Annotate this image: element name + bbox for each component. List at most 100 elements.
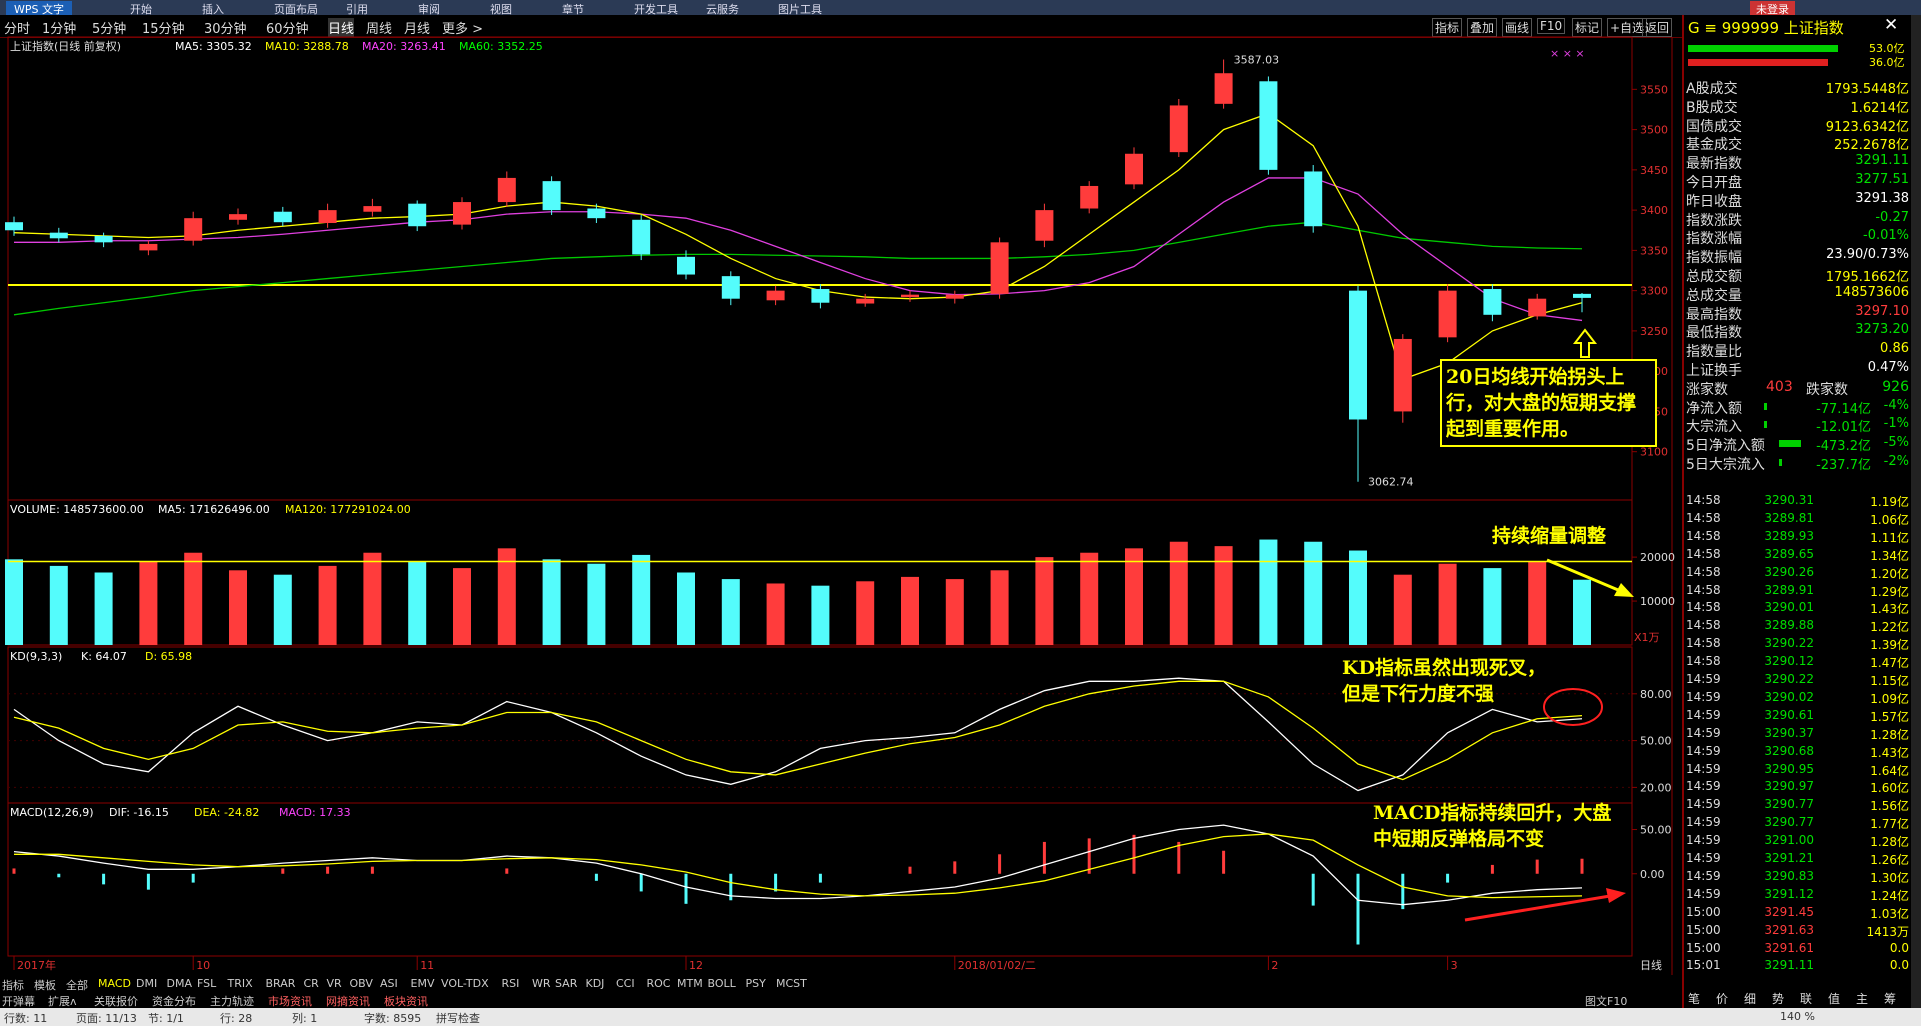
indicator-tab[interactable]: FSL <box>197 977 217 990</box>
quote-value: 3277.51 <box>1855 172 1909 187</box>
period-button[interactable]: 15分钟 <box>142 22 185 37</box>
indicator-tab[interactable]: MACD <box>98 977 131 990</box>
menu-item[interactable]: 审阅 <box>418 3 440 16</box>
indicator-tab[interactable]: TRIX <box>227 977 253 990</box>
period-button[interactable]: 更多 > <box>442 22 484 37</box>
menu-item[interactable]: 视图 <box>490 3 512 16</box>
period-button[interactable]: 周线 <box>366 22 393 37</box>
trade-volume: 1.28亿 <box>1870 835 1909 850</box>
trade-time: 14:59 <box>1686 743 1721 758</box>
indicator-tab[interactable]: DMI <box>136 977 158 990</box>
indicator-tab[interactable]: 指标 <box>2 979 24 992</box>
trade-price: 3290.37 <box>1764 725 1814 740</box>
tool-button[interactable]: F10 <box>1537 18 1566 34</box>
side-tab[interactable]: 主 <box>1856 992 1869 1006</box>
info-tab[interactable]: 主力轨迹 <box>210 995 254 1008</box>
menu-item[interactable]: 章节 <box>562 3 584 16</box>
indicator-tab[interactable]: RSI <box>501 977 520 990</box>
quote-label: 基金成交 <box>1686 137 1742 154</box>
indicator-tab[interactable]: MCST <box>776 977 807 990</box>
period-button[interactable]: 日线 <box>328 18 355 37</box>
side-tab[interactable]: 联 <box>1800 992 1813 1006</box>
x-tick-label: 2 <box>1271 959 1278 972</box>
volume-bar <box>990 570 1009 645</box>
dea-line <box>14 833 1583 899</box>
indicator-tab[interactable]: WR <box>532 977 551 990</box>
side-tab[interactable]: 价 <box>1716 992 1729 1006</box>
menu-item[interactable]: 页面布局 <box>274 3 318 16</box>
info-tab[interactable]: 资金分布 <box>152 995 196 1008</box>
y-tick-label: 3100 <box>1640 446 1668 459</box>
indicator-tab[interactable]: VOL-TDX <box>441 977 489 990</box>
quote-label: 指数涨幅 <box>1686 231 1742 248</box>
quote-value: 3291.11 <box>1855 153 1909 169</box>
side-tab[interactable]: 细 <box>1744 992 1757 1006</box>
tool-button[interactable]: 返回 <box>1642 18 1673 37</box>
menu-item[interactable]: 引用 <box>346 3 368 16</box>
indicator-tab[interactable]: KDJ <box>585 977 605 990</box>
side-tab[interactable]: 值 <box>1828 992 1841 1006</box>
close-button[interactable]: ✕ <box>1884 15 1899 35</box>
trade-price: 3290.26 <box>1764 564 1814 579</box>
trade-volume: 1.09亿 <box>1870 691 1909 706</box>
period-button[interactable]: 1分钟 <box>42 22 77 37</box>
menu-item[interactable]: 插入 <box>202 3 224 16</box>
period-button[interactable]: 月线 <box>404 22 431 37</box>
candle-body <box>273 211 292 223</box>
d-line <box>13 680 1583 781</box>
indicator-tab[interactable]: ASI <box>380 977 398 990</box>
candle-body <box>1125 153 1143 185</box>
trade-time: 14:59 <box>1686 815 1721 830</box>
indicator-tab[interactable]: MTM <box>677 977 703 990</box>
period-button[interactable]: 30分钟 <box>204 22 247 37</box>
candle-body <box>1259 81 1278 170</box>
info-tab[interactable]: 开弹幕 <box>2 995 35 1008</box>
volume-bar <box>721 579 740 645</box>
period-button[interactable]: 5分钟 <box>92 22 127 37</box>
side-tab[interactable]: 势 <box>1772 992 1785 1006</box>
y-tick-label: 3300 <box>1640 285 1668 298</box>
scrollbar[interactable] <box>1911 15 1921 1008</box>
period-button[interactable]: 分时 <box>4 22 31 37</box>
info-tab[interactable]: 市场资讯 <box>268 995 312 1008</box>
side-tab[interactable]: 笔 <box>1688 992 1701 1006</box>
info-tab[interactable]: 扩展ʌ <box>48 995 77 1008</box>
indicator-tab[interactable]: OBV <box>349 977 373 990</box>
candle-body <box>766 290 785 301</box>
indicator-tab[interactable]: 全部 <box>66 979 88 992</box>
candle-body <box>677 256 695 275</box>
volume-bar <box>542 559 561 645</box>
indicator-tab[interactable]: 模板 <box>34 979 56 992</box>
info-tab[interactable]: 关联报价 <box>94 995 138 1008</box>
candle-body <box>990 242 1009 294</box>
side-tab[interactable]: 筹 <box>1884 992 1897 1006</box>
menu-item[interactable]: 开发工具 <box>634 3 678 16</box>
indicator-tab[interactable]: BRAR <box>265 977 296 990</box>
trade-time: 15:00 <box>1686 904 1721 919</box>
info-tab[interactable]: 网摘资讯 <box>326 995 370 1008</box>
indicator-tab[interactable]: EMV <box>410 977 435 990</box>
quote-label: 最高指数 <box>1686 306 1742 323</box>
indicator-tab[interactable]: BOLL <box>707 977 736 990</box>
period-button[interactable]: 60分钟 <box>266 22 309 37</box>
indicator-tab[interactable]: DMA <box>166 977 193 990</box>
volume-bar <box>1573 579 1591 645</box>
quote-value: 148573606 <box>1834 284 1909 300</box>
volume-bar <box>1214 546 1233 645</box>
indicator-tab[interactable]: PSY <box>745 977 766 990</box>
indicator-tab[interactable]: VR <box>326 977 342 990</box>
menu-item[interactable]: 图片工具 <box>778 3 822 16</box>
info-tab[interactable]: 板块资讯 <box>384 995 428 1008</box>
f10-tab[interactable]: 图文F10 <box>1585 995 1628 1008</box>
y-tick-label: 3350 <box>1640 244 1668 257</box>
indicator-tab[interactable]: ROC <box>646 977 671 990</box>
candle-body <box>318 210 337 224</box>
menu-item[interactable]: 开始 <box>130 3 152 16</box>
menu-item[interactable]: 云服务 <box>706 3 739 16</box>
login-status[interactable]: 未登录 <box>1750 1 1795 17</box>
indicator-tab[interactable]: SAR <box>555 977 578 990</box>
bottom-tabs: 指标 模板 全部 MACD DMI DMA FSL TRIX BRAR CR VR OBV ASI EMV… <box>0 975 1682 1008</box>
indicator-tab[interactable]: CCI <box>616 977 635 990</box>
trade-price: 3290.61 <box>1764 707 1814 722</box>
indicator-tab[interactable]: CR <box>303 977 319 990</box>
